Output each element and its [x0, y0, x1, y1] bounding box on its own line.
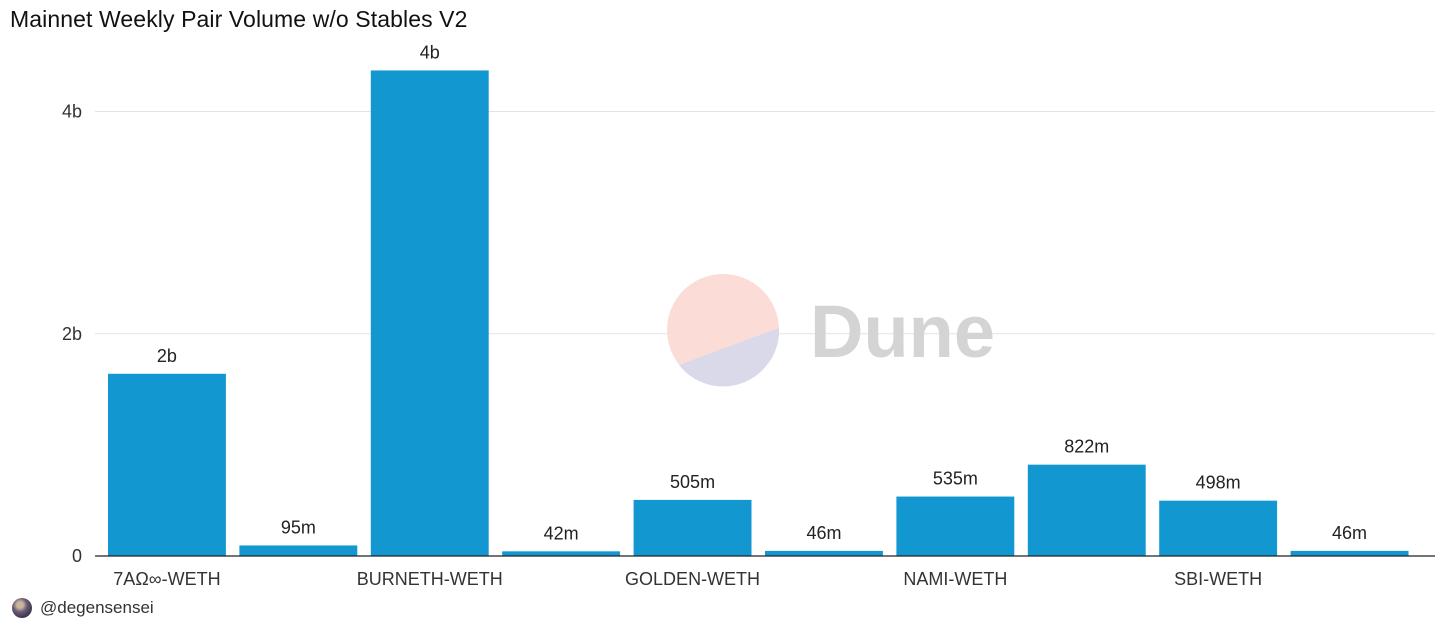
bar-data-label: 505m — [670, 472, 715, 492]
bar-data-label: 42m — [544, 523, 579, 543]
bar[interactable] — [1290, 550, 1409, 556]
x-tick-label: SBI-WETH — [1174, 569, 1262, 589]
bar[interactable] — [370, 70, 489, 556]
bar-data-label: 535m — [933, 469, 978, 489]
x-tick-label: GOLDEN-WETH — [625, 569, 760, 589]
y-tick-label: 2b — [62, 324, 82, 344]
avatar — [12, 598, 32, 618]
bar-data-label: 46m — [806, 523, 841, 543]
x-axis: 7AΩ∞-WETH BURNETH-WETH GOLDEN-WETH NAMI-WET… — [113, 569, 1262, 589]
bar-data-label: 4b — [420, 42, 440, 62]
bar[interactable] — [108, 373, 226, 556]
bar[interactable] — [896, 496, 1015, 556]
bar[interactable] — [502, 551, 621, 556]
bar-data-label: 46m — [1332, 523, 1367, 543]
y-axis: 0 2b 4b — [62, 102, 82, 566]
data-labels: 2b 95m 4b 42m 505m 46m 535m 822m 498m 46m — [157, 42, 1367, 543]
bar[interactable] — [239, 545, 358, 556]
bars — [108, 70, 1409, 556]
x-tick-label: BURNETH-WETH — [357, 569, 503, 589]
author[interactable]: @degensensei — [12, 598, 154, 618]
x-tick-label: 7AΩ∞-WETH — [113, 569, 220, 589]
x-tick-label: NAMI-WETH — [903, 569, 1007, 589]
bar[interactable] — [1027, 464, 1146, 556]
y-tick-label: 4b — [62, 102, 82, 122]
bar[interactable] — [1159, 500, 1278, 556]
watermark-text: Dune — [810, 290, 995, 373]
y-tick-label: 0 — [72, 546, 82, 566]
chart-title: Mainnet Weekly Pair Volume w/o Stables V… — [10, 6, 468, 32]
bar[interactable] — [633, 499, 752, 556]
dune-watermark: Dune — [667, 274, 995, 387]
bar-data-label: 822m — [1064, 437, 1109, 457]
author-name[interactable]: @degensensei — [40, 598, 154, 617]
bar-data-label: 2b — [157, 346, 177, 366]
bar-data-label: 498m — [1196, 473, 1241, 493]
bar-data-label: 95m — [281, 517, 316, 537]
bar[interactable] — [765, 550, 883, 556]
